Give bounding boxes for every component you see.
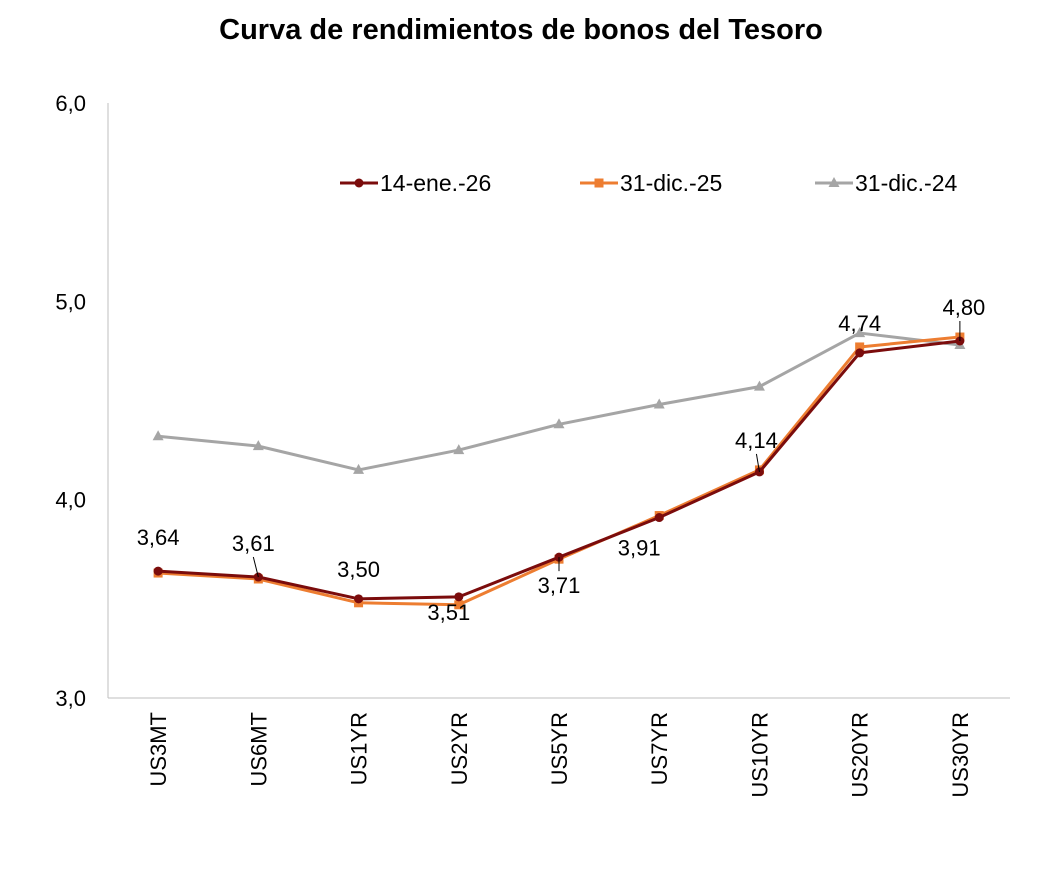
x-tick-label: US3MT <box>146 712 171 787</box>
data-point <box>252 440 264 451</box>
data-point <box>354 594 364 604</box>
x-tick-label: US6MT <box>246 712 271 787</box>
legend-marker <box>828 177 840 187</box>
data-labels: 3,64 3,61 3,50 3,51 3,71 3,91 4,14 4,74 4,80 <box>137 295 986 625</box>
legend: 14-ene.-26 31-dic.-25 31-dic.-24 <box>340 170 957 196</box>
data-point <box>855 348 865 358</box>
data-label: 3,51 <box>427 600 470 625</box>
label-leader <box>252 556 259 578</box>
legend-marker <box>354 178 364 188</box>
x-tick-label: US5YR <box>547 712 572 785</box>
y-tick-label: 3,0 <box>55 686 86 711</box>
data-label: 3,71 <box>538 573 581 598</box>
x-tick-label: US10YR <box>747 712 772 798</box>
data-label: 3,91 <box>618 536 661 561</box>
data-point <box>454 592 464 602</box>
data-label: 3,50 <box>337 557 380 582</box>
data-point <box>353 463 365 474</box>
data-label: 3,61 <box>232 531 275 556</box>
data-point <box>553 418 565 429</box>
legend-label: 31-dic.-24 <box>855 170 957 196</box>
legend-label: 14-ene.-26 <box>380 170 491 196</box>
y-tick-label: 6,0 <box>55 91 86 116</box>
data-label: 3,64 <box>137 525 180 550</box>
chart-title: Curva de rendimientos de bonos del Tesor… <box>219 14 823 46</box>
x-tick-label: US20YR <box>848 712 873 798</box>
data-point <box>152 430 164 441</box>
data-point <box>654 513 664 523</box>
data-point <box>854 327 866 338</box>
data-point <box>153 566 163 576</box>
y-tick-label: 5,0 <box>55 289 86 314</box>
legend-label: 31-dic.-25 <box>620 170 722 196</box>
x-tick-label: US7YR <box>647 712 672 785</box>
data-point <box>753 380 765 391</box>
data-label: 4,80 <box>942 295 985 320</box>
data-point <box>855 342 865 352</box>
x-tick-label: US1YR <box>347 712 372 785</box>
x-tick-label: US30YR <box>948 712 973 798</box>
data-label: 4,14 <box>735 428 778 453</box>
label-leader <box>755 453 760 472</box>
y-tick-label: 4,0 <box>55 488 86 513</box>
x-tick-label: US2YR <box>447 712 472 785</box>
data-point <box>653 398 665 409</box>
data-point <box>453 444 465 455</box>
data-label: 4,74 <box>838 311 881 336</box>
axes: 3,0 4,0 5,0 6,0 US3MT US6MT US1YR US2YR US5YR US7… <box>55 91 1010 798</box>
legend-marker <box>594 178 604 188</box>
data-point <box>454 600 464 610</box>
series-line <box>157 331 961 472</box>
